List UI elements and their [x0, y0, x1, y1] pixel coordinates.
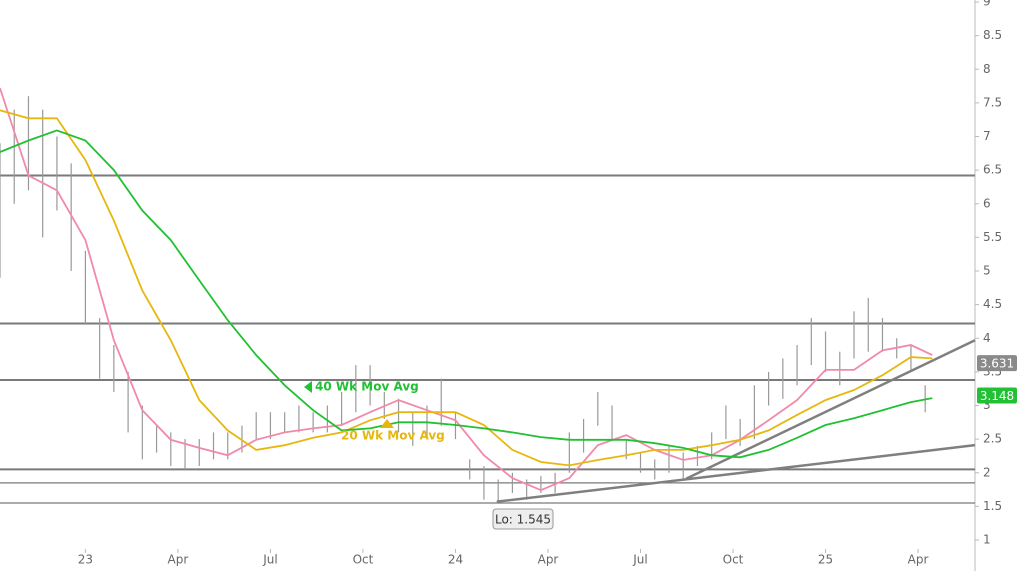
y-tick-label: 5.5: [983, 230, 1002, 244]
x-tick-label: Apr: [168, 553, 189, 567]
y-tick-label: 5: [983, 264, 991, 278]
y-tick-label: 2: [983, 465, 991, 479]
annotation-40wk: 40 Wk Mov Avg: [315, 380, 419, 394]
trendline: [685, 339, 976, 480]
x-tick-label: Apr: [908, 553, 929, 567]
y-tick-label: 7: [983, 129, 991, 143]
y-tick-label: 8: [983, 62, 991, 76]
moving-average-line: [0, 87, 933, 492]
x-tick-label: Jul: [262, 553, 277, 567]
x-tick-label: 23: [78, 553, 93, 567]
y-tick-label: 4.5: [983, 297, 1002, 311]
moving-average-line: [0, 109, 933, 467]
y-tick-label: 1: [983, 533, 991, 547]
x-tick-label: Oct: [353, 553, 374, 567]
annotation-20wk: 20 Wk Mov Avg: [341, 429, 445, 443]
last-price-box: [977, 355, 1017, 372]
trendline: [496, 443, 976, 503]
y-tick-label: 1.5: [983, 499, 1002, 513]
moving-average-line: [0, 129, 933, 459]
last-price-label: 3.631: [980, 357, 1014, 371]
y-tick-label: 8.5: [983, 28, 1002, 42]
y-tick-label: 7.5: [983, 95, 1002, 109]
marker-40wk: [304, 381, 312, 393]
x-tick-label: Oct: [723, 553, 744, 567]
last-price-box: [977, 387, 1017, 404]
x-tick-label: 24: [448, 553, 463, 567]
low-label: Lo: 1.545: [495, 513, 551, 527]
low-label-box: [492, 508, 554, 530]
y-tick-label: 6.5: [983, 163, 1002, 177]
y-tick-label: 4: [983, 331, 991, 345]
last-price-label: 3.148: [980, 389, 1014, 403]
x-tick-label: 25: [818, 553, 833, 567]
y-tick-label: 6: [983, 196, 991, 210]
y-tick-label: 3: [983, 398, 991, 412]
y-tick-label: 9: [983, 0, 991, 9]
y-tick-label: 2.5: [983, 432, 1002, 446]
x-tick-label: Apr: [538, 553, 559, 567]
marker-20wk: [380, 419, 394, 428]
x-tick-label: Jul: [632, 553, 647, 567]
